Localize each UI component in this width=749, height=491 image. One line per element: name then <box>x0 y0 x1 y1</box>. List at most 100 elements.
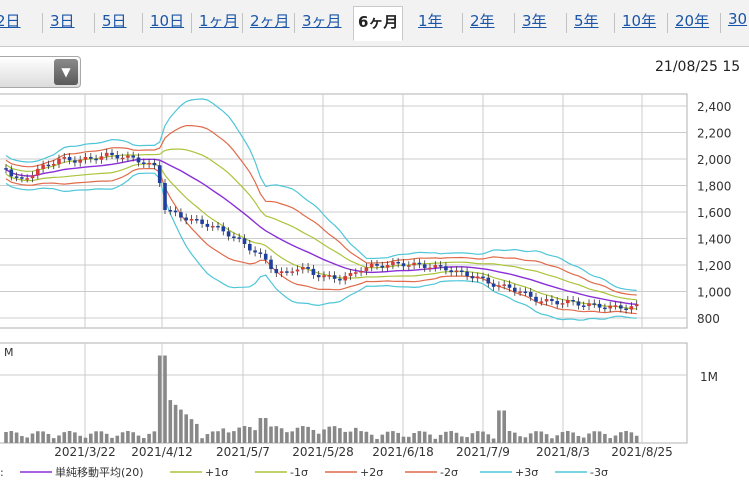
tab-period-13[interactable]: 20年 <box>675 12 710 30</box>
date-tick-label: 2021/4/12 <box>131 445 193 459</box>
candle-body <box>507 284 512 288</box>
date-tick-label: 2021/8/25 <box>611 445 673 459</box>
price-tick-label: 1,400 <box>697 233 731 247</box>
volume-unit-label: M <box>4 346 14 359</box>
volume-bar <box>338 428 342 443</box>
legend-prefix: : <box>0 466 4 479</box>
date-tick-label: 2021/3/22 <box>54 445 116 459</box>
band-minus3 <box>5 172 637 321</box>
volume-bar <box>4 432 8 443</box>
volume-bar <box>67 431 72 443</box>
volume-bar <box>444 431 448 443</box>
tab-period-10[interactable]: 3年 <box>522 12 547 30</box>
volume-bar <box>210 431 215 443</box>
date-tick-label: 2021/5/28 <box>292 445 354 459</box>
price-tick-label: 1,800 <box>697 180 731 194</box>
price-axis-labels: 2,400 2,200 2,000 1,800 1,600 1,400 1,200 1,000… <box>697 100 731 326</box>
volume-bar <box>629 432 634 443</box>
date-axis-labels: 2021/3/22 2021/4/12 2021/5/7 2021/5/28 2021/… <box>54 445 673 459</box>
volume-bar <box>470 433 475 443</box>
candle-body <box>391 261 395 266</box>
legend-label: -3σ <box>590 466 608 479</box>
volume-bar <box>269 426 273 443</box>
tab-period-2[interactable]: 5日 <box>102 12 127 30</box>
tab-period-1[interactable]: 3日 <box>50 12 75 30</box>
candle-body <box>422 264 427 268</box>
volume-bar <box>359 431 363 443</box>
candle-body <box>412 262 416 266</box>
price-tick-label: 1,600 <box>697 206 731 220</box>
candle-body <box>237 237 241 239</box>
volume-bar <box>566 431 570 443</box>
price-panel <box>0 93 688 329</box>
volume-bar <box>624 431 628 443</box>
candle-body <box>454 270 459 273</box>
volume-bar <box>168 400 173 443</box>
candle-body <box>544 299 549 302</box>
candle-body <box>523 291 528 294</box>
candle-body <box>539 301 544 303</box>
tab-period-14[interactable]: 30 <box>728 10 748 28</box>
tab-period-0[interactable]: 2日 <box>0 12 21 30</box>
candle-body <box>375 264 379 266</box>
volume-bar <box>507 431 512 443</box>
volume-bar <box>248 426 252 443</box>
candle-body <box>438 265 443 267</box>
tab-period-4[interactable]: 1ヶ月 <box>199 12 239 30</box>
candle-body <box>78 159 82 163</box>
candle-body <box>433 265 438 268</box>
candle-body <box>269 259 273 270</box>
tab-period-8[interactable]: 1年 <box>418 12 443 30</box>
candle-body <box>608 305 612 309</box>
volume-bar <box>619 432 623 443</box>
candle-body <box>343 276 347 281</box>
tab-period-3[interactable]: 10日 <box>150 12 185 30</box>
candle-body <box>46 164 51 167</box>
tab-period-11[interactable]: 5年 <box>574 12 599 30</box>
candle-body <box>131 155 135 158</box>
tab-period-5[interactable]: 2ヶ月 <box>250 12 290 30</box>
legend-label: -1σ <box>290 466 308 479</box>
tab-period-12[interactable]: 10年 <box>622 12 657 30</box>
candle-body <box>263 253 268 260</box>
candle-body <box>497 285 501 287</box>
volume-bar <box>142 437 146 443</box>
sma-line <box>5 158 637 305</box>
volume-bar <box>576 435 581 443</box>
volume-bar <box>25 437 29 443</box>
volume-bar <box>465 437 469 443</box>
volume-bar <box>528 433 533 443</box>
candle-body <box>555 301 559 305</box>
candle-body <box>99 156 104 160</box>
volume-bar <box>301 426 305 443</box>
tab-period-7[interactable]: 6ヶ月 <box>353 6 404 41</box>
band-minus2 <box>5 168 637 315</box>
candle-body <box>210 225 215 228</box>
tab-separator <box>142 13 143 33</box>
candle-body <box>168 209 173 212</box>
volume-bar <box>364 431 369 443</box>
volume-bar <box>157 355 162 443</box>
volume-bar <box>332 426 337 443</box>
volume-bar <box>375 438 379 443</box>
candle-body <box>57 158 61 165</box>
volume-bar <box>126 431 130 443</box>
tab-period-9[interactable]: 2年 <box>470 12 495 30</box>
volume-bar <box>475 431 480 443</box>
tab-period-6[interactable]: 3ヶ月 <box>302 12 342 30</box>
candle-body <box>576 301 581 306</box>
candle-body <box>603 307 607 310</box>
volume-bar <box>78 435 82 443</box>
candle-body <box>566 300 570 304</box>
legend: : 単純移動平均(20) +1σ -1σ +2σ -2σ +3σ -3σ <box>0 465 608 479</box>
volume-bar <box>104 433 109 443</box>
volume-bar <box>41 431 45 443</box>
chart-type-dropdown[interactable]: ▼ <box>0 56 81 88</box>
candle-body <box>444 266 448 271</box>
candle-body <box>385 265 390 268</box>
volume-bar <box>438 434 443 443</box>
volume-bar <box>513 432 517 443</box>
volume-bar <box>550 438 554 443</box>
candle-body <box>73 160 77 163</box>
volume-bar <box>560 432 565 443</box>
